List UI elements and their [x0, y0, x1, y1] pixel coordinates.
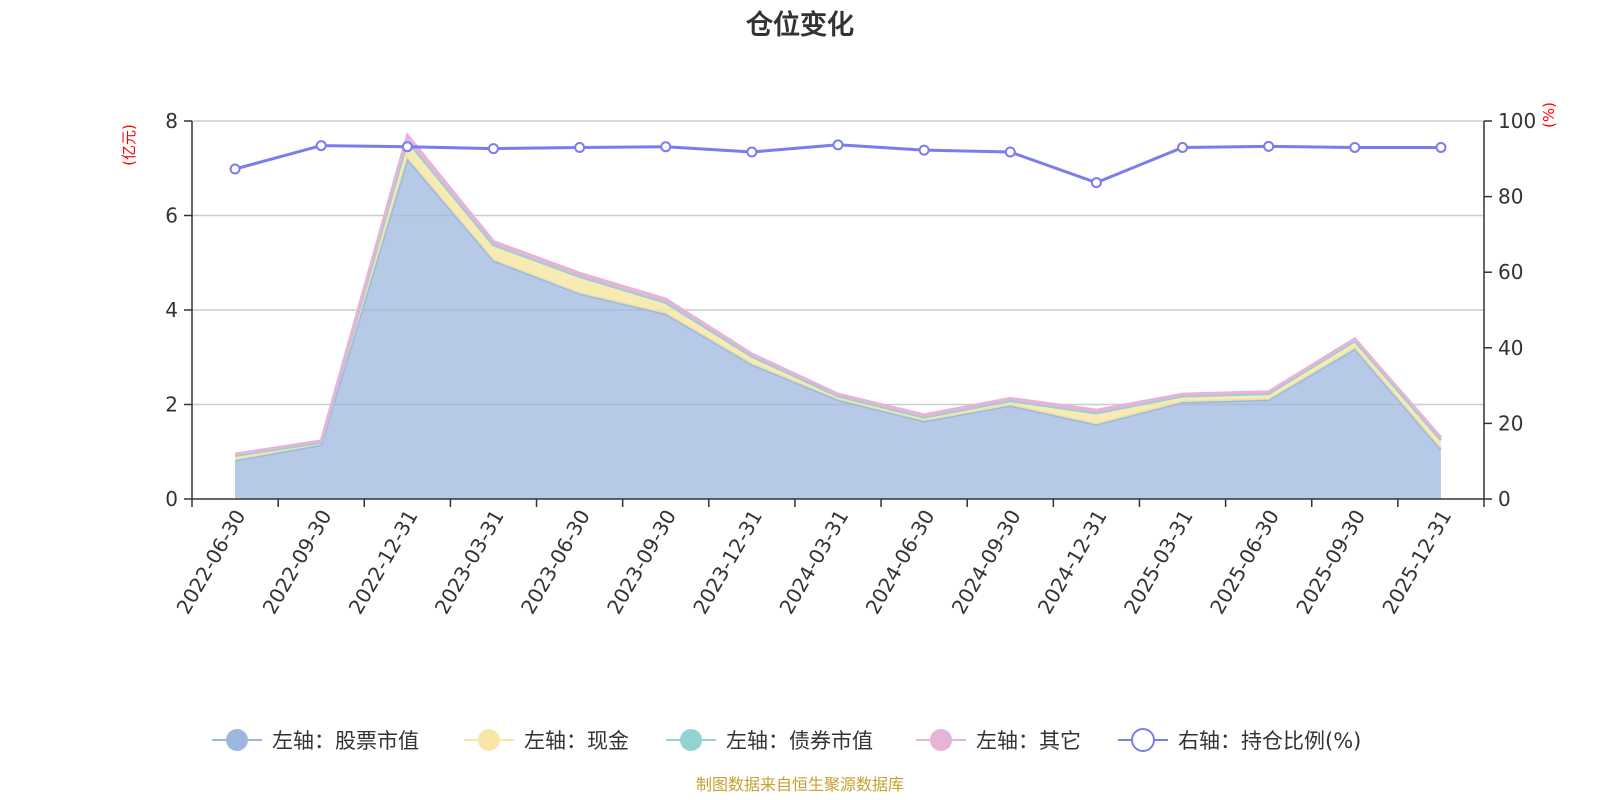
x-tick-label: 2024-06-30 [860, 506, 939, 619]
source-note: 制图数据来自恒生聚源数据库 [696, 775, 904, 794]
ratio-line [229, 139, 1447, 189]
ratio-point [1177, 141, 1189, 153]
x-tick-label: 2022-09-30 [258, 506, 337, 619]
ratio-point [229, 163, 241, 175]
x-tick-label: 2024-03-31 [774, 506, 853, 619]
chart-title: 仓位变化 [745, 9, 854, 41]
legend-label: 左轴：债券市值 [726, 729, 873, 753]
right-tick-label: 40 [1498, 336, 1523, 360]
legend-marker [226, 729, 248, 751]
legend-label: 左轴：其它 [976, 729, 1081, 753]
legend-marker [930, 729, 952, 751]
ratio-point [1004, 146, 1016, 158]
right-tick-label: 20 [1498, 411, 1523, 435]
x-tick-label: 2024-12-31 [1033, 506, 1112, 619]
area-0 [235, 158, 1441, 500]
x-tick-label: 2025-06-30 [1205, 506, 1284, 619]
x-tick-label: 2025-12-31 [1377, 506, 1456, 619]
stacked-areas [234, 131, 1443, 500]
x-tick-label: 2023-06-30 [516, 506, 595, 619]
right-tick-label: 60 [1498, 260, 1523, 284]
x-tick-label: 2024-09-30 [947, 506, 1026, 619]
left-tick-label: 6 [165, 204, 178, 228]
legend-item[interactable]: 左轴：债券市值 [666, 729, 873, 753]
ratio-point [660, 141, 672, 153]
x-tick-label: 2023-12-31 [688, 506, 767, 619]
x-tick-label: 2023-03-31 [430, 506, 509, 619]
ratio-point [574, 141, 586, 153]
ratio-point [1090, 177, 1102, 189]
ratio-point [918, 144, 930, 156]
legend-item[interactable]: 左轴：其它 [916, 729, 1081, 753]
ratio-point [1349, 141, 1361, 153]
left-tick-label: 8 [165, 109, 178, 133]
legend[interactable]: 左轴：股票市值 左轴：现金 左轴：债券市值 左轴：其它 右轴：持仓比例(%) [212, 728, 1361, 753]
legend-item[interactable]: 右轴：持仓比例(%) [1118, 728, 1361, 753]
x-tick-label: 2023-09-30 [602, 506, 681, 619]
x-tick-label: 2025-03-31 [1119, 506, 1198, 619]
right-tick-label: 80 [1498, 185, 1523, 209]
legend-label: 左轴：股票市值 [272, 729, 419, 753]
legend-label: 左轴：现金 [524, 729, 629, 753]
legend-label: 右轴：持仓比例(%) [1178, 729, 1361, 753]
right-tick-label: 100 [1498, 109, 1536, 133]
right-axis-unit: (%) [1540, 102, 1558, 128]
left-tick-label: 0 [165, 487, 178, 511]
ratio-point [401, 141, 413, 153]
left-axis-unit: (亿元) [120, 124, 138, 166]
legend-marker [680, 729, 702, 751]
left-tick-label: 4 [165, 298, 178, 322]
ratio-point [1435, 141, 1447, 153]
legend-marker [1131, 728, 1155, 752]
ratio-point [746, 146, 758, 158]
area-edge-3 [234, 131, 1443, 456]
legend-item[interactable]: 左轴：现金 [464, 729, 629, 753]
right-tick-label: 0 [1498, 487, 1511, 511]
ratio-point [1263, 140, 1275, 152]
x-tick-label: 2022-12-31 [344, 506, 423, 619]
x-tick-label: 2025-09-30 [1291, 506, 1370, 619]
x-tick-label: 2022-06-30 [171, 506, 250, 619]
left-tick-label: 2 [165, 393, 178, 417]
legend-item[interactable]: 左轴：股票市值 [212, 729, 419, 753]
ratio-point [487, 143, 499, 155]
ratio-point [832, 139, 844, 151]
ratio-point [315, 140, 327, 152]
legend-marker [478, 729, 500, 751]
